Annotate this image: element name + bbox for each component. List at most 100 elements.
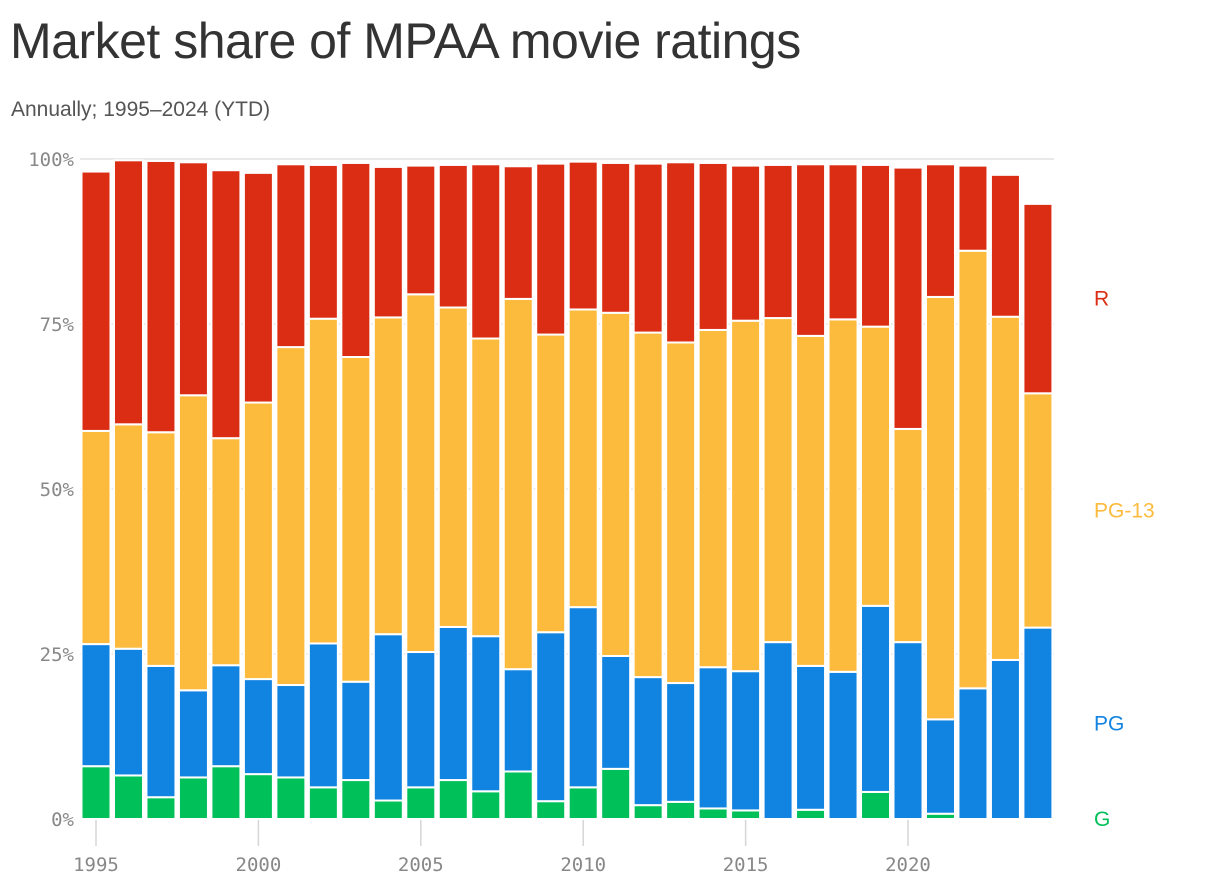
bar-segment-pg [957, 687, 989, 820]
x-tick-label: 1995 [73, 854, 119, 876]
bar-segment-g [340, 779, 372, 820]
bar-segment-pg [989, 658, 1021, 820]
bar-segment-r [600, 161, 632, 314]
bar-segment-pg-13 [924, 295, 956, 721]
bar-segment-r [892, 166, 924, 430]
bar-segment-pg [665, 682, 697, 803]
series-label-pg: PG [1094, 712, 1124, 735]
bar-segment-pg-13 [860, 325, 892, 607]
bar-segment-r [860, 163, 892, 328]
bar-segment-r [112, 159, 144, 426]
x-tick-label: 2000 [236, 854, 282, 876]
bar-segment-r [730, 164, 762, 322]
bar-segment-g [697, 807, 729, 821]
bar-segment-pg-13 [340, 356, 372, 683]
bar-segment-pg [762, 641, 794, 820]
bar-segment-pg-13 [307, 317, 339, 645]
bar-segment-pg-13 [795, 334, 827, 667]
bar-segment-r [210, 169, 242, 440]
bar-segment-pg [145, 664, 177, 799]
bar-segment-r [145, 159, 177, 434]
bar-segment-pg [275, 684, 307, 779]
bars [80, 159, 1054, 821]
bar-segment-pg [795, 664, 827, 811]
bar-segment-pg-13 [80, 429, 112, 646]
bar-segment-r [242, 171, 274, 404]
series-label-r: R [1094, 288, 1109, 311]
bar-segment-g [502, 770, 534, 820]
bar-segment-pg-13 [275, 346, 307, 687]
bar-segment-g [242, 773, 274, 820]
x-axis: 1995 2000 2005 2010 2015 2020 [73, 820, 931, 876]
bar-segment-r [340, 161, 372, 358]
bar-segment-g [795, 808, 827, 821]
bar-segment-r [632, 162, 664, 334]
bar-segment-g [730, 809, 762, 820]
bar-segment-pg-13 [535, 333, 567, 634]
bar-segment-pg [80, 643, 112, 768]
bar-segment-pg-13 [730, 319, 762, 673]
bar-segment-r [924, 163, 956, 298]
bar-segment-pg-13 [957, 249, 989, 690]
bar-segment-pg-13 [600, 311, 632, 657]
bar-segment-pg [437, 625, 469, 782]
bar-segment-g [210, 765, 242, 821]
gridlines [80, 158, 1054, 655]
bar-segment-r [1022, 202, 1054, 395]
bar-segment-r [372, 165, 404, 319]
bar-segment-r [989, 173, 1021, 318]
bar-segment-pg [535, 631, 567, 803]
x-tick-label: 2005 [398, 854, 444, 876]
bar-segment-g [567, 786, 599, 821]
bar-segment-r [80, 170, 112, 432]
bar-segment-g [535, 800, 567, 820]
bar-segment-pg-13 [762, 317, 794, 644]
bar-segment-pg-13 [697, 328, 729, 669]
bar-segment-pg [860, 604, 892, 793]
bar-segment-pg [470, 635, 502, 793]
bar-segment-g [80, 765, 112, 821]
bar-segment-pg [632, 676, 664, 807]
y-tick-label: 0% [51, 809, 74, 831]
bar-segment-pg-13 [145, 431, 177, 667]
bar-segment-pg-13 [242, 401, 274, 681]
bar-segment-pg-13 [177, 394, 209, 692]
bar-segment-r [795, 163, 827, 337]
bar-segment-pg [1022, 626, 1054, 820]
chart-subtitle: Annually; 1995–2024 (YTD) [11, 98, 271, 121]
bar-segment-pg-13 [437, 306, 469, 628]
bar-segment-pg-13 [1022, 392, 1054, 629]
y-tick-label: 50% [40, 479, 75, 501]
bar-segment-pg-13 [470, 337, 502, 638]
bar-segment-r [827, 163, 859, 321]
bar-segment-g [470, 790, 502, 821]
bar-segment-g [275, 776, 307, 820]
bar-segment-pg-13 [567, 308, 599, 609]
bar-segment-r [470, 163, 502, 340]
bar-segment-r [567, 160, 599, 311]
series-labels: G PG PG-13 R [1094, 288, 1155, 831]
bar-segment-pg [340, 680, 372, 782]
bar-segment-pg-13 [502, 297, 534, 671]
bar-segment-pg-13 [827, 318, 859, 673]
bar-segment-g [437, 779, 469, 820]
bar-segment-r [665, 161, 697, 344]
bar-segment-pg-13 [112, 423, 144, 650]
bar-segment-r [405, 164, 437, 296]
bar-segment-r [307, 163, 339, 320]
y-tick-label: 75% [40, 314, 75, 336]
series-label-pg-13: PG-13 [1094, 499, 1155, 522]
bar-segment-r [275, 163, 307, 349]
bar-segment-g [372, 799, 404, 821]
bar-segment-pg [600, 654, 632, 770]
series-label-g: G [1094, 808, 1110, 831]
bar-segment-pg-13 [210, 437, 242, 667]
y-axis: 0% 25% 50% 75% 100% [28, 149, 74, 831]
bar-segment-pg [242, 678, 274, 776]
y-tick-label: 100% [28, 149, 74, 171]
bar-segment-pg-13 [892, 427, 924, 644]
bar-segment-pg [697, 666, 729, 810]
x-tick-label: 2015 [723, 854, 769, 876]
bar-segment-g [307, 786, 339, 821]
